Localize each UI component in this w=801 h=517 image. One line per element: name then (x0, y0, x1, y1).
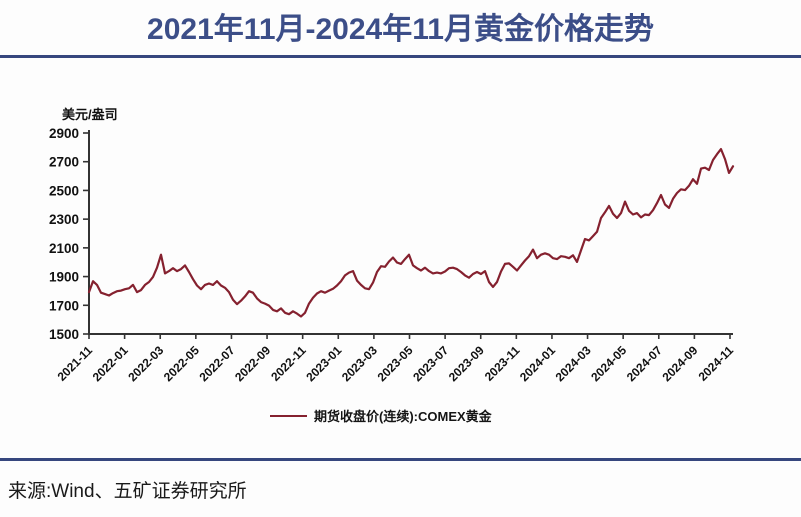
top-divider (0, 55, 801, 58)
svg-text:2023-05: 2023-05 (375, 343, 416, 384)
svg-text:2023-11: 2023-11 (482, 343, 523, 384)
svg-text:2500: 2500 (49, 183, 79, 198)
chart-legend: 期货收盘价(连续):COMEX黄金 (270, 406, 492, 425)
svg-text:2023-01: 2023-01 (303, 343, 344, 384)
svg-text:2022-07: 2022-07 (197, 343, 238, 384)
svg-text:美元/盎司: 美元/盎司 (62, 107, 118, 122)
svg-text:1900: 1900 (49, 270, 79, 285)
svg-text:2024-07: 2024-07 (624, 343, 665, 384)
svg-text:2100: 2100 (49, 241, 79, 256)
svg-text:2024-03: 2024-03 (553, 343, 594, 384)
svg-text:2024-01: 2024-01 (517, 343, 558, 384)
svg-text:2022-09: 2022-09 (232, 343, 273, 384)
svg-text:2300: 2300 (49, 212, 79, 227)
svg-text:1500: 1500 (49, 327, 79, 342)
svg-text:2024-11: 2024-11 (696, 343, 737, 384)
svg-text:2022-01: 2022-01 (90, 343, 131, 384)
svg-text:2022-05: 2022-05 (161, 343, 202, 384)
svg-text:2023-07: 2023-07 (410, 343, 451, 384)
chart-canvas: 290027002500230021001900170015002021-112… (49, 107, 737, 384)
svg-text:2023-09: 2023-09 (446, 343, 487, 384)
svg-text:2024-09: 2024-09 (659, 343, 700, 384)
svg-text:2022-03: 2022-03 (125, 343, 166, 384)
source-note: 来源:Wind、五矿证券研究所 (8, 481, 247, 502)
legend-line-swatch (270, 414, 307, 417)
svg-text:2021-11: 2021-11 (55, 343, 96, 384)
svg-text:2900: 2900 (49, 126, 79, 141)
gold-price-chart: 2900 2700 2500 2300 2100 1900 1700 1500 2021-11 2… (49, 107, 737, 425)
svg-text:2023-03: 2023-03 (339, 343, 380, 384)
page-title: 2021年11月-2024年11月黄金价格走势 (147, 13, 654, 46)
svg-text:1700: 1700 (49, 298, 79, 313)
svg-text:2700: 2700 (49, 155, 79, 170)
legend-label: 期货收盘价(连续):COMEX黄金 (314, 409, 492, 424)
bottom-divider (0, 458, 801, 461)
svg-text:2024-05: 2024-05 (588, 343, 629, 384)
svg-text:2022-11: 2022-11 (268, 343, 309, 384)
